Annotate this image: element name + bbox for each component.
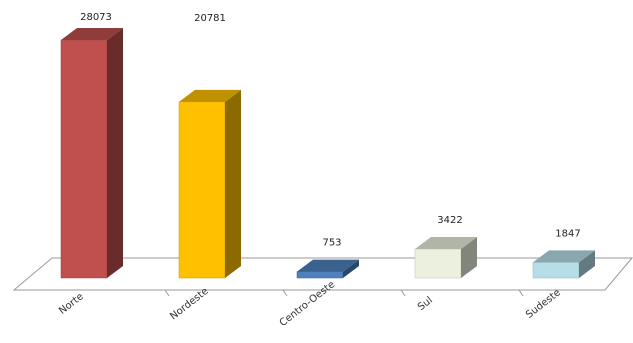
- bar-top: [533, 250, 595, 263]
- value-label: 28073: [80, 12, 112, 23]
- bar-top: [179, 89, 241, 102]
- bars-group: [60, 28, 595, 279]
- bar-norte: [60, 28, 123, 279]
- bar-front: [296, 271, 344, 279]
- category-label: Norte: [57, 291, 86, 317]
- floor-tick: [164, 289, 170, 297]
- category-label: Sudeste: [524, 287, 563, 321]
- floor-tick: [400, 289, 406, 297]
- value-label: 20781: [194, 13, 226, 24]
- value-label: 753: [322, 238, 341, 249]
- bar-front: [532, 262, 580, 279]
- bar-side: [107, 28, 123, 279]
- value-label: 1847: [555, 228, 580, 239]
- bar-front: [60, 39, 108, 279]
- bar-nordeste: [178, 89, 241, 279]
- floor-tick: [518, 289, 524, 297]
- bar-front: [178, 101, 226, 279]
- bar-side: [225, 89, 241, 278]
- bar-top: [297, 259, 359, 272]
- bar-side: [461, 236, 477, 278]
- category-label: Sul: [416, 295, 435, 313]
- floor-tick: [282, 289, 288, 297]
- bar-front: [414, 248, 462, 279]
- bar-side: [343, 259, 359, 278]
- value-label: 3422: [437, 215, 462, 226]
- bar-top: [415, 236, 477, 249]
- category-label: Nordeste: [168, 286, 210, 323]
- bar-side: [579, 250, 595, 278]
- bar-sul: [414, 236, 477, 279]
- bar-top: [61, 28, 123, 41]
- value-labels-group: 28073 20781 753 3422 1847: [80, 12, 581, 249]
- bar-sudeste: [532, 250, 595, 279]
- bar-centro-oeste: [296, 259, 359, 279]
